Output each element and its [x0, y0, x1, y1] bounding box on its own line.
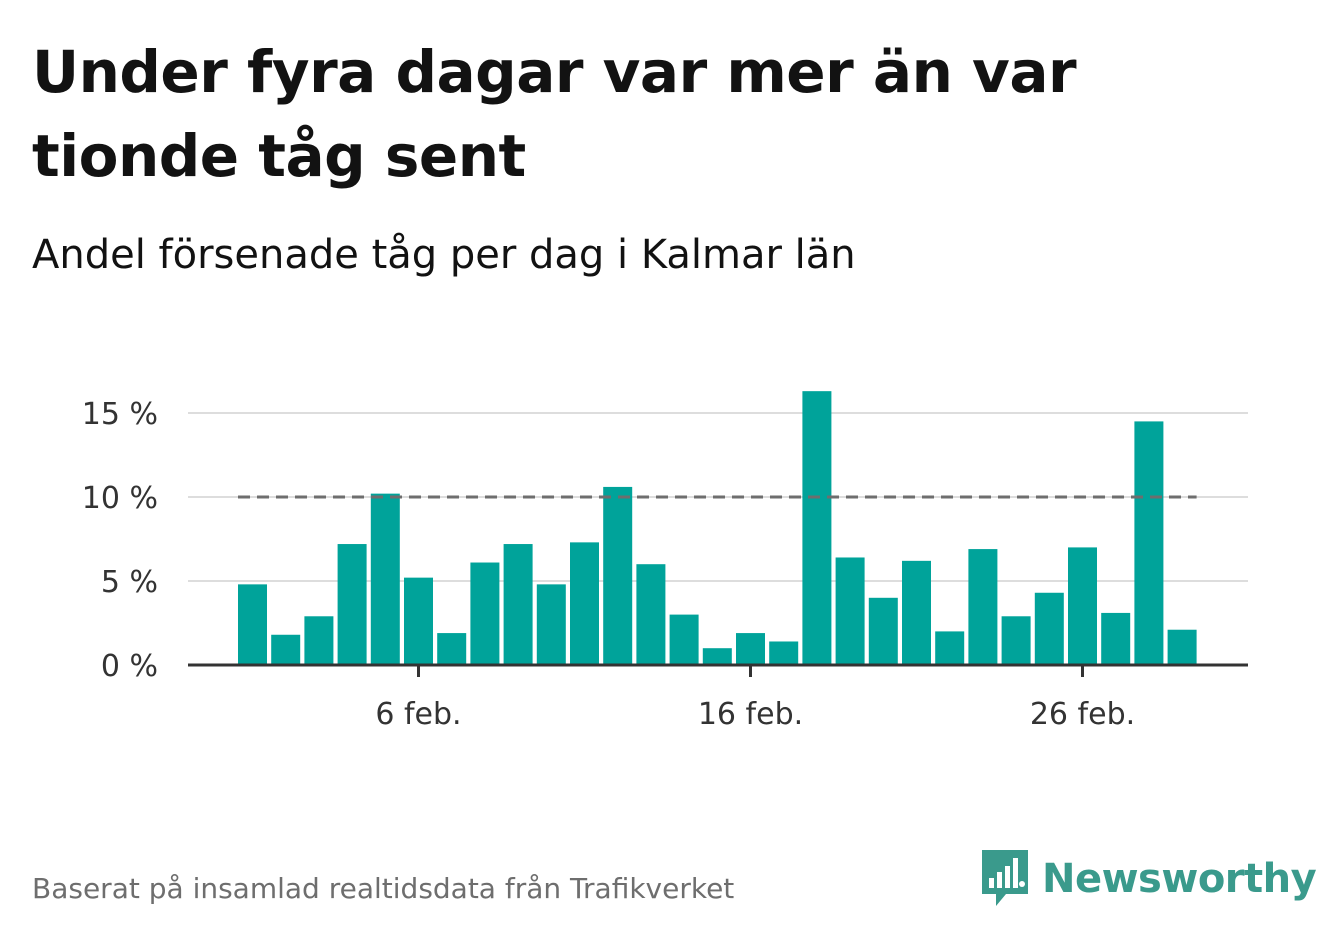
- bar: [470, 562, 500, 665]
- y-axis-ticks: 0 % 5 % 10 % 15 %: [82, 397, 158, 684]
- y-tick-label: 5 %: [101, 565, 158, 600]
- bar: [935, 631, 965, 665]
- chart-subtitle: Andel försenade tåg per dag i Kalmar län: [32, 232, 856, 278]
- bar: [736, 633, 765, 665]
- bar: [238, 584, 267, 665]
- y-tick-label: 0 %: [101, 649, 158, 684]
- bar: [1068, 547, 1097, 665]
- x-tick-label: 6 feb.: [375, 697, 461, 732]
- bar-chart-speech-bubble-icon: [982, 850, 1028, 906]
- bar: [437, 633, 467, 665]
- bar: [902, 560, 931, 665]
- bar: [603, 486, 633, 665]
- bar: [669, 614, 699, 665]
- bar: [536, 584, 566, 665]
- bar: [304, 616, 334, 665]
- bar: [570, 542, 599, 665]
- bar: [968, 549, 998, 665]
- bar: [835, 557, 865, 665]
- bar-chart: 0 % 5 % 10 % 15 % 6 feb. 16 feb. 26 feb.: [82, 391, 1248, 732]
- bar: [802, 391, 832, 665]
- bar: [636, 564, 666, 665]
- x-tick-label: 16 feb.: [698, 697, 803, 732]
- brand-logo: Newsworthy: [980, 848, 1317, 910]
- brand-name: Newsworthy: [1042, 856, 1317, 902]
- y-tick-label: 10 %: [82, 481, 158, 516]
- bar: [769, 641, 799, 665]
- bar: [1134, 421, 1164, 665]
- y-tick-label: 15 %: [82, 397, 158, 432]
- bar: [271, 634, 301, 665]
- bar: [1101, 612, 1131, 665]
- bar: [1034, 592, 1064, 665]
- source-note: Baserat på insamlad realtidsdata från Tr…: [32, 872, 735, 905]
- bar: [404, 577, 433, 665]
- bar: [702, 648, 732, 665]
- x-axis-ticks: 6 feb. 16 feb. 26 feb.: [375, 665, 1135, 732]
- bar: [503, 544, 533, 665]
- bar: [370, 493, 400, 665]
- chart-title: Under fyra dagar var mer än var tionde t…: [32, 38, 1077, 190]
- x-tick-label: 26 feb.: [1030, 697, 1135, 732]
- bar: [1001, 616, 1031, 665]
- bar: [868, 597, 898, 665]
- bars: [238, 391, 1197, 665]
- bar: [337, 544, 367, 665]
- bar: [1167, 629, 1197, 665]
